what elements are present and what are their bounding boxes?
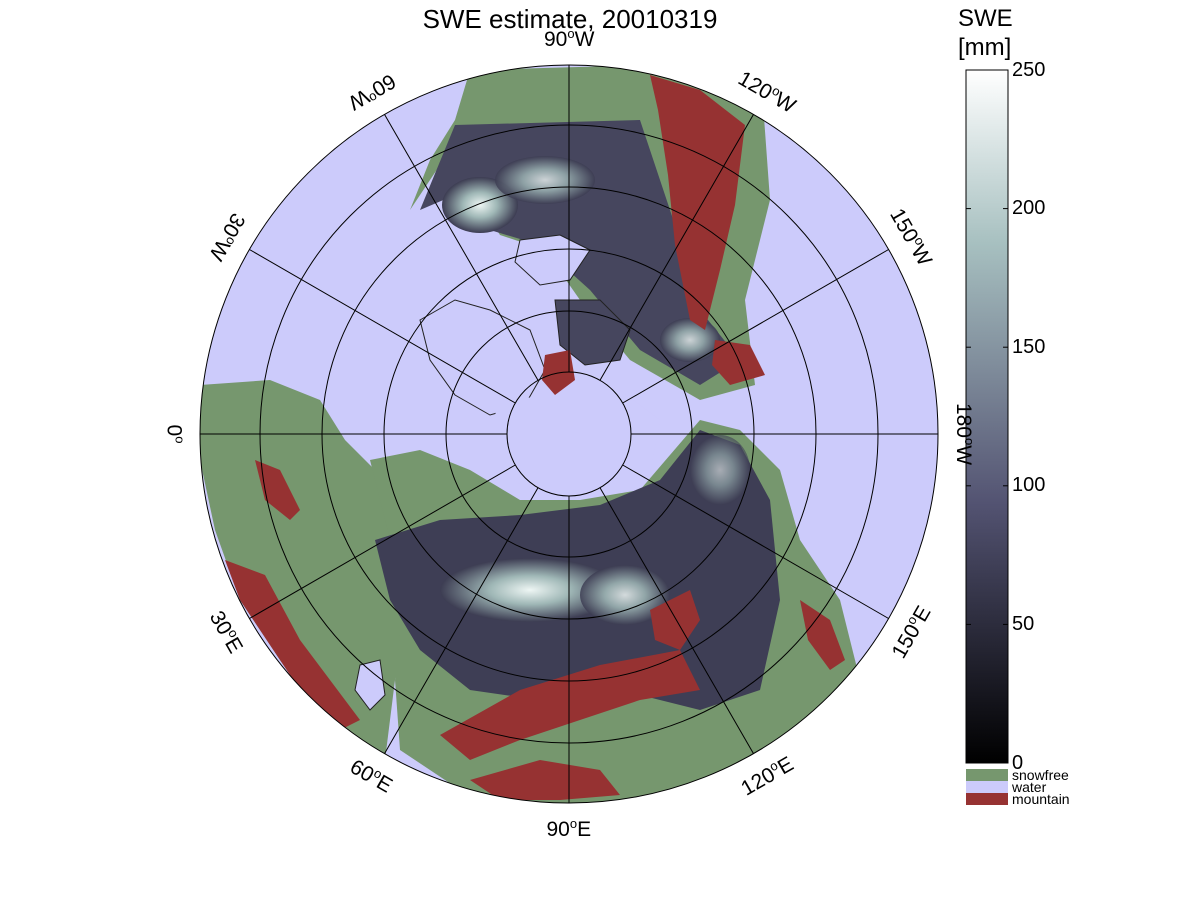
longitude-label: 90oE [546, 816, 592, 841]
hudson-bay [514, 234, 591, 286]
longitude-label: 0o [161, 424, 187, 444]
arctic-ocean-central [480, 390, 660, 495]
legend-swatch-snowfree [966, 769, 1008, 781]
mountains-east-asia [650, 590, 700, 650]
mountains-himalaya [470, 760, 620, 800]
longitude-label: 90oW [544, 26, 595, 51]
colorbar-tick-label: 200 [1012, 197, 1046, 220]
colorbar-ticks [966, 69, 1008, 764]
land-europe [200, 380, 410, 760]
meridian-line [384, 114, 539, 381]
colorbar-tick-label: 250 [1012, 58, 1046, 81]
colorbar [965, 69, 1009, 764]
mountains-alaska [712, 340, 765, 385]
meridian-line [249, 249, 516, 404]
meridian-line [622, 249, 889, 404]
colorbar-tick-label: 150 [1012, 335, 1046, 358]
mountains-scandinavia [255, 460, 300, 520]
legend-swatch-water [966, 781, 1008, 793]
map-disc [200, 65, 938, 803]
colorbar-label-line1: SWE [958, 5, 1013, 32]
meridian-line [622, 464, 889, 619]
colorbar-label-line2: [mm] [958, 34, 1012, 61]
canadian-arctic-islands [554, 299, 631, 366]
snow-bright-siberia-central [580, 565, 670, 625]
meridian-line [599, 114, 754, 381]
meridian-line [384, 487, 539, 754]
legend-label-mountain: mountain [1012, 791, 1070, 807]
longitude-label: 180oW [952, 402, 978, 466]
mountains-central-asia [440, 650, 700, 760]
mountains-rockies [650, 75, 745, 330]
legend-label-snowfree: snowfree [1012, 767, 1069, 783]
meridian-line [249, 464, 516, 619]
legend-swatches [966, 769, 1008, 805]
colorbar-label: SWE [mm] [958, 4, 1013, 62]
snow-bright-yukon [660, 318, 720, 362]
legend-label-water: water [1012, 779, 1047, 795]
colorbar-tick-label: 100 [1012, 474, 1046, 497]
mountains-kamchatka [800, 600, 845, 670]
snow-bright-labrador [442, 177, 518, 233]
greenland [419, 299, 546, 416]
meridian-line [599, 487, 754, 754]
graticule [200, 65, 938, 803]
colorbar-tick-label: 0 [1012, 751, 1024, 774]
figure-title: SWE estimate, 20010319 [422, 4, 718, 34]
snow-bright-siberia-east [690, 435, 750, 505]
legend-swatch-mountain [966, 793, 1008, 805]
colorbar-tick-label: 50 [1012, 612, 1035, 635]
caspian-sea [354, 659, 386, 711]
mountains-europe [225, 560, 360, 730]
snow-bright-siberia-west [440, 558, 620, 622]
snow-bright-hudson [495, 156, 595, 204]
